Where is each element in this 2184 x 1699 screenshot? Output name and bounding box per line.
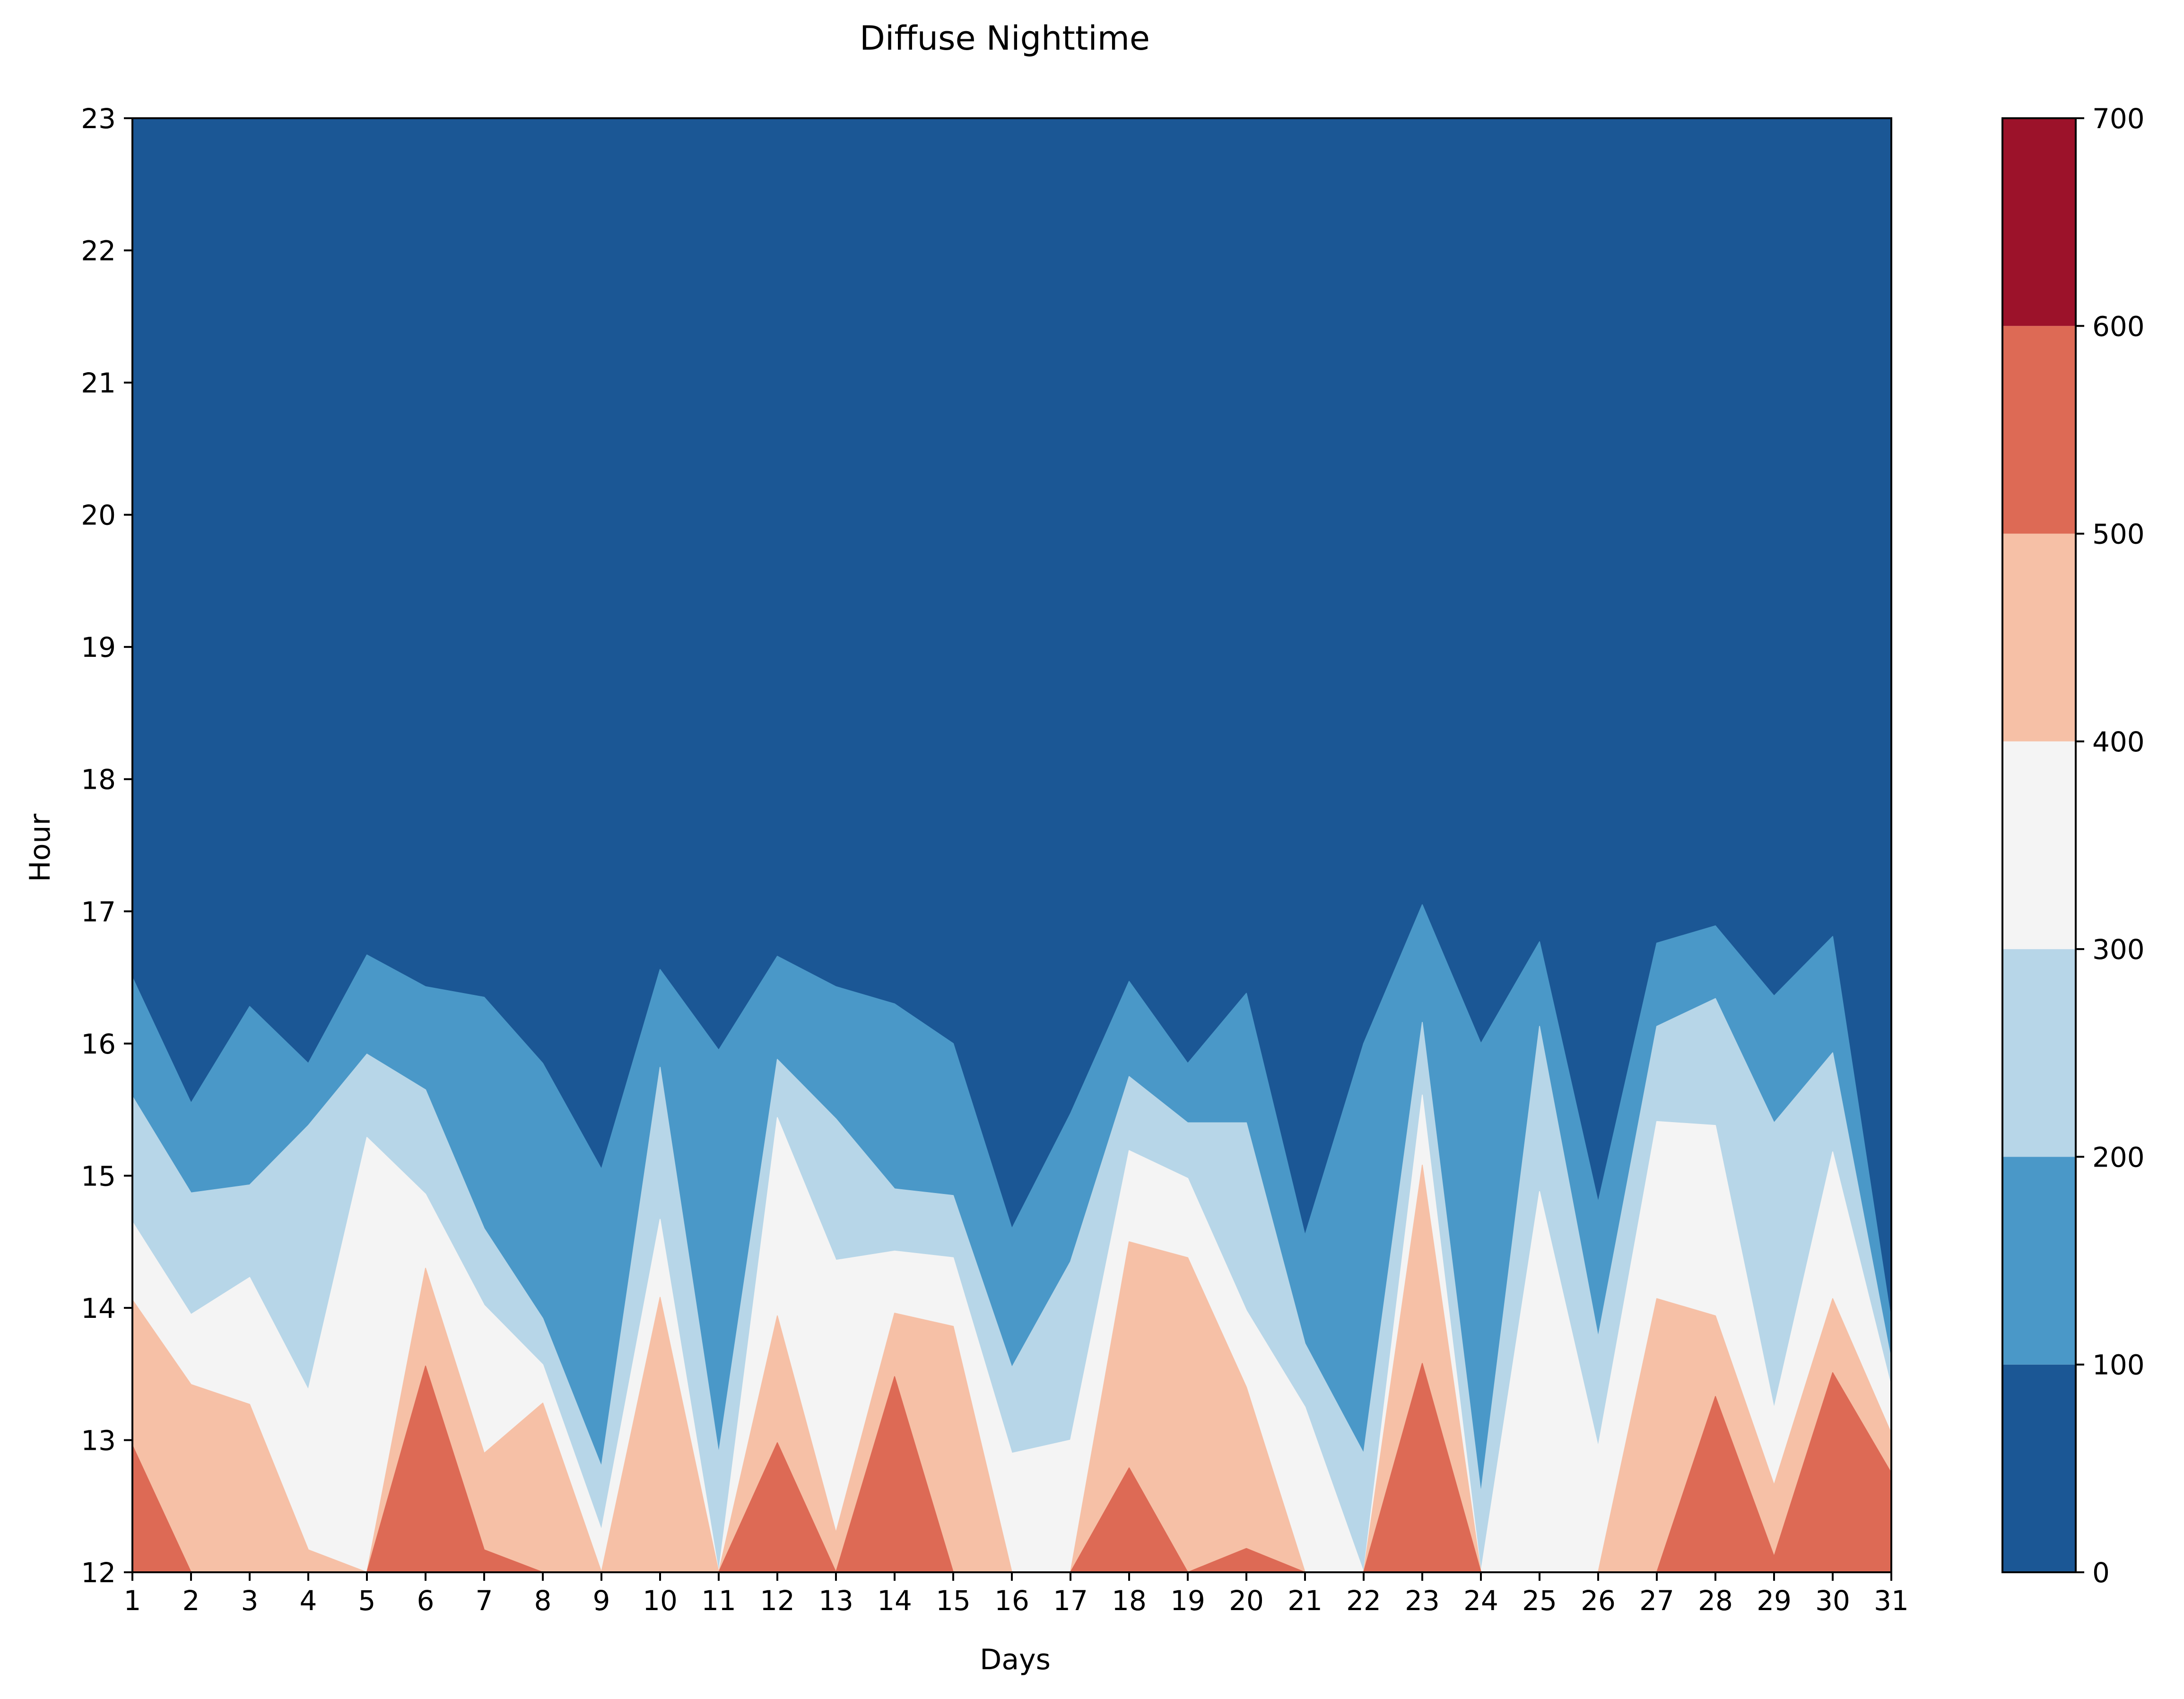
x-tick-label: 6 bbox=[417, 1585, 435, 1617]
x-tick-label: 8 bbox=[534, 1585, 552, 1617]
y-tick-label: 17 bbox=[81, 896, 116, 928]
colorbar-swatch-100-200 bbox=[2002, 1157, 2076, 1365]
x-tick-label: 4 bbox=[300, 1585, 317, 1617]
colorbar-tick-label: 300 bbox=[2092, 933, 2145, 966]
x-tick-label: 29 bbox=[1757, 1585, 1792, 1617]
x-tick-label: 9 bbox=[593, 1585, 610, 1617]
x-tick-label: 2 bbox=[183, 1585, 200, 1617]
x-tick-label: 24 bbox=[1463, 1585, 1498, 1617]
chart-title: Diffuse Nighttime bbox=[860, 19, 1150, 58]
x-tick-label: 21 bbox=[1288, 1585, 1323, 1617]
colorbar-swatch-400-500 bbox=[2002, 533, 2076, 741]
x-tick-label: 23 bbox=[1405, 1585, 1440, 1617]
y-tick-label: 23 bbox=[81, 103, 116, 135]
colorbar-tick-label: 600 bbox=[2092, 310, 2145, 342]
x-tick-label: 11 bbox=[701, 1585, 736, 1617]
y-axis-label: Hour bbox=[24, 813, 57, 882]
colorbar-swatch-600-700 bbox=[2002, 118, 2076, 326]
y-tick-label: 16 bbox=[81, 1028, 116, 1060]
y-tick-label: 20 bbox=[81, 499, 116, 531]
y-tick-label: 14 bbox=[81, 1292, 116, 1324]
x-tick-label: 25 bbox=[1522, 1585, 1557, 1617]
colorbar-swatch-500-600 bbox=[2002, 326, 2076, 534]
x-tick-label: 28 bbox=[1698, 1585, 1733, 1617]
colorbar-swatch-300-400 bbox=[2002, 741, 2076, 950]
y-tick-label: 12 bbox=[81, 1557, 116, 1589]
x-tick-label: 12 bbox=[760, 1585, 795, 1617]
colorbar-tick-label: 0 bbox=[2092, 1557, 2110, 1589]
colorbar-frame bbox=[2001, 117, 2077, 1573]
x-tick-label: 14 bbox=[877, 1585, 912, 1617]
x-tick-label: 22 bbox=[1346, 1585, 1381, 1617]
x-tick-label: 3 bbox=[241, 1585, 259, 1617]
x-tick-label: 30 bbox=[1815, 1585, 1850, 1617]
colorbar-tick-label: 100 bbox=[2092, 1349, 2145, 1381]
x-tick-label: 7 bbox=[476, 1585, 493, 1617]
x-tick-label: 27 bbox=[1639, 1585, 1674, 1617]
x-tick-label: 17 bbox=[1053, 1585, 1088, 1617]
x-tick-label: 5 bbox=[358, 1585, 376, 1617]
colorbar-tick-label: 400 bbox=[2092, 726, 2145, 758]
y-tick-label: 18 bbox=[81, 764, 116, 796]
plot-area: 1 2 3 4 5 6 7 8 9 10 11 12 13 14 15 16 17 18 19 20 21 22 23 24 2… bbox=[81, 103, 1909, 1617]
y-tick-label: 15 bbox=[81, 1160, 116, 1192]
colorbar-swatch-0-100 bbox=[2002, 1364, 2076, 1572]
x-tick-label: 1 bbox=[124, 1585, 141, 1617]
y-tick-label: 22 bbox=[81, 235, 116, 267]
colorbar-tick-label: 700 bbox=[2092, 103, 2145, 135]
colorbar: 0 100 200 300 400 500 600 700 bbox=[2001, 103, 2145, 1589]
x-tick-label: 18 bbox=[1112, 1585, 1147, 1617]
x-tick-label: 16 bbox=[994, 1585, 1029, 1617]
x-tick-label: 20 bbox=[1229, 1585, 1264, 1617]
x-tick-label: 15 bbox=[936, 1585, 971, 1617]
y-tick-label: 19 bbox=[81, 631, 116, 663]
y-tick-label: 13 bbox=[81, 1424, 116, 1456]
x-tick-label: 10 bbox=[643, 1585, 678, 1617]
x-tick-label: 31 bbox=[1874, 1585, 1909, 1617]
colorbar-tick-label: 500 bbox=[2092, 518, 2145, 550]
colorbar-tick-label: 200 bbox=[2092, 1141, 2145, 1173]
x-axis-label: Days bbox=[980, 1643, 1051, 1676]
colorbar-swatch-200-300 bbox=[2002, 949, 2076, 1157]
y-tick-label: 21 bbox=[81, 367, 116, 399]
x-tick-label: 19 bbox=[1170, 1585, 1205, 1617]
x-tick-label: 13 bbox=[818, 1585, 853, 1617]
x-tick-label: 26 bbox=[1581, 1585, 1616, 1617]
